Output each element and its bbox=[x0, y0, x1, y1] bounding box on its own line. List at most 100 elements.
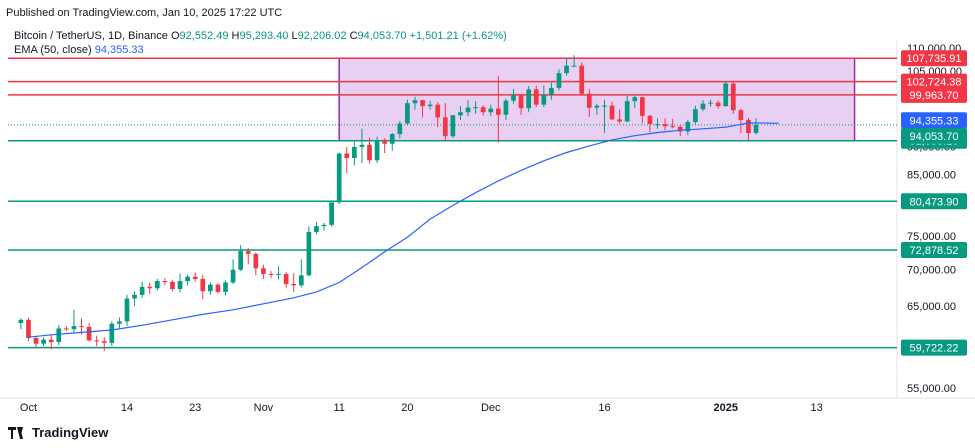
candle-body bbox=[215, 284, 221, 292]
candle-body bbox=[276, 273, 281, 275]
candle-body bbox=[344, 153, 350, 159]
candle-body bbox=[336, 153, 342, 203]
candle-body bbox=[420, 100, 425, 107]
tradingview-logo-icon bbox=[8, 426, 28, 439]
chart-legend: Bitcoin / TetherUS, 1D, Binance O92,552.… bbox=[14, 29, 507, 57]
candle-body bbox=[677, 126, 683, 132]
candle-body bbox=[549, 87, 554, 95]
candle-body bbox=[662, 124, 668, 127]
time-tick-label: 13 bbox=[811, 402, 823, 414]
candle-body bbox=[458, 112, 463, 116]
candle-body bbox=[132, 294, 137, 299]
level-badge-0: 107,735.91 bbox=[906, 53, 961, 65]
candle-body bbox=[185, 276, 190, 282]
candle-body bbox=[147, 286, 153, 289]
open-label: O bbox=[170, 30, 180, 42]
candle-body bbox=[359, 144, 365, 147]
candle-body bbox=[26, 319, 31, 339]
candle-body bbox=[261, 268, 266, 274]
candle-body bbox=[382, 140, 388, 144]
candle-body bbox=[700, 103, 706, 110]
tradingview-footer: TradingView bbox=[8, 425, 108, 440]
candle-body bbox=[208, 284, 213, 292]
candle-body bbox=[177, 281, 183, 290]
candle-body bbox=[405, 103, 410, 124]
level-badge-2: 99,963.70 bbox=[910, 90, 959, 102]
candle-body bbox=[117, 321, 122, 324]
candle-body bbox=[291, 283, 297, 286]
candle-body bbox=[223, 282, 228, 292]
candle-body bbox=[655, 124, 660, 126]
ema-row: EMA (50, close) 94,355.33 bbox=[14, 43, 507, 57]
candle-body bbox=[329, 202, 334, 225]
time-tick-label: Dec bbox=[481, 402, 501, 414]
candle-body bbox=[412, 100, 418, 104]
candle-body bbox=[101, 341, 107, 343]
candle-body bbox=[564, 65, 569, 74]
open-value: 92,552.49 bbox=[179, 30, 229, 42]
symbol-title[interactable]: Bitcoin / TetherUS, 1D, Binance bbox=[14, 30, 168, 42]
price-tick-label: 70,000.00 bbox=[907, 265, 956, 277]
time-tick-label: 16 bbox=[598, 402, 610, 414]
candle-body bbox=[640, 97, 645, 116]
candle-body bbox=[435, 104, 441, 118]
time-tick-label: Oct bbox=[20, 402, 37, 414]
candle-body bbox=[283, 273, 289, 284]
candle-body bbox=[617, 119, 622, 122]
candle-body bbox=[647, 115, 653, 125]
candle-body bbox=[609, 105, 615, 120]
time-tick-label: 2025 bbox=[713, 402, 737, 414]
candle-body bbox=[139, 286, 145, 295]
close-label: C bbox=[349, 30, 358, 42]
candle-body bbox=[624, 101, 630, 122]
candle-body bbox=[18, 319, 24, 323]
level-badge-1-bg bbox=[901, 73, 967, 90]
candle-body bbox=[192, 276, 198, 279]
candle-body bbox=[753, 124, 759, 133]
level-badge-6-bg bbox=[901, 339, 967, 356]
level-badge-6: 59,722.22 bbox=[910, 343, 959, 355]
candle-body bbox=[94, 340, 100, 342]
close-value: 94,053.70 bbox=[357, 30, 407, 42]
candle-body bbox=[427, 104, 433, 107]
time-tick-label: Nov bbox=[254, 402, 274, 414]
candle-body bbox=[64, 328, 69, 330]
candle-body bbox=[154, 281, 160, 289]
candle-body bbox=[389, 134, 395, 144]
candle-body bbox=[321, 224, 327, 227]
candle-body bbox=[86, 326, 92, 341]
candle-body bbox=[170, 281, 175, 290]
level-badge-1: 102,724.38 bbox=[906, 77, 961, 89]
price-tick-label: 65,000.00 bbox=[907, 301, 956, 313]
level-badge-5-bg bbox=[901, 241, 967, 258]
ema-label[interactable]: EMA (50, close) bbox=[14, 44, 92, 56]
low-label: L bbox=[291, 30, 298, 42]
candle-body bbox=[397, 123, 403, 135]
time-tick-label: 14 bbox=[121, 402, 133, 414]
candle-body bbox=[511, 95, 516, 101]
candle-body bbox=[314, 226, 319, 232]
candle-body bbox=[41, 339, 46, 344]
range-box bbox=[338, 57, 856, 142]
candle-body bbox=[602, 105, 607, 107]
candle-body bbox=[124, 298, 130, 322]
candle-body bbox=[632, 97, 638, 102]
time-tick-label: 11 bbox=[333, 402, 344, 414]
candle-body bbox=[162, 281, 168, 283]
candle-body bbox=[268, 273, 274, 275]
candle-body bbox=[670, 126, 676, 128]
low-value: 92,206.02 bbox=[297, 30, 347, 42]
candle-body bbox=[473, 107, 478, 109]
candle-body bbox=[594, 105, 600, 108]
candle-body bbox=[503, 100, 509, 115]
price-tick-label: 85,000.00 bbox=[907, 169, 956, 181]
candle-body bbox=[352, 146, 357, 159]
change-value: +1,501.21 (+1.62%) bbox=[409, 30, 507, 42]
candle-body bbox=[238, 251, 244, 270]
candle-body bbox=[730, 83, 736, 111]
candle-body bbox=[738, 110, 744, 120]
price-tick-label: 75,000.00 bbox=[907, 231, 956, 243]
candle-body bbox=[71, 326, 77, 330]
candle-body bbox=[693, 109, 698, 122]
